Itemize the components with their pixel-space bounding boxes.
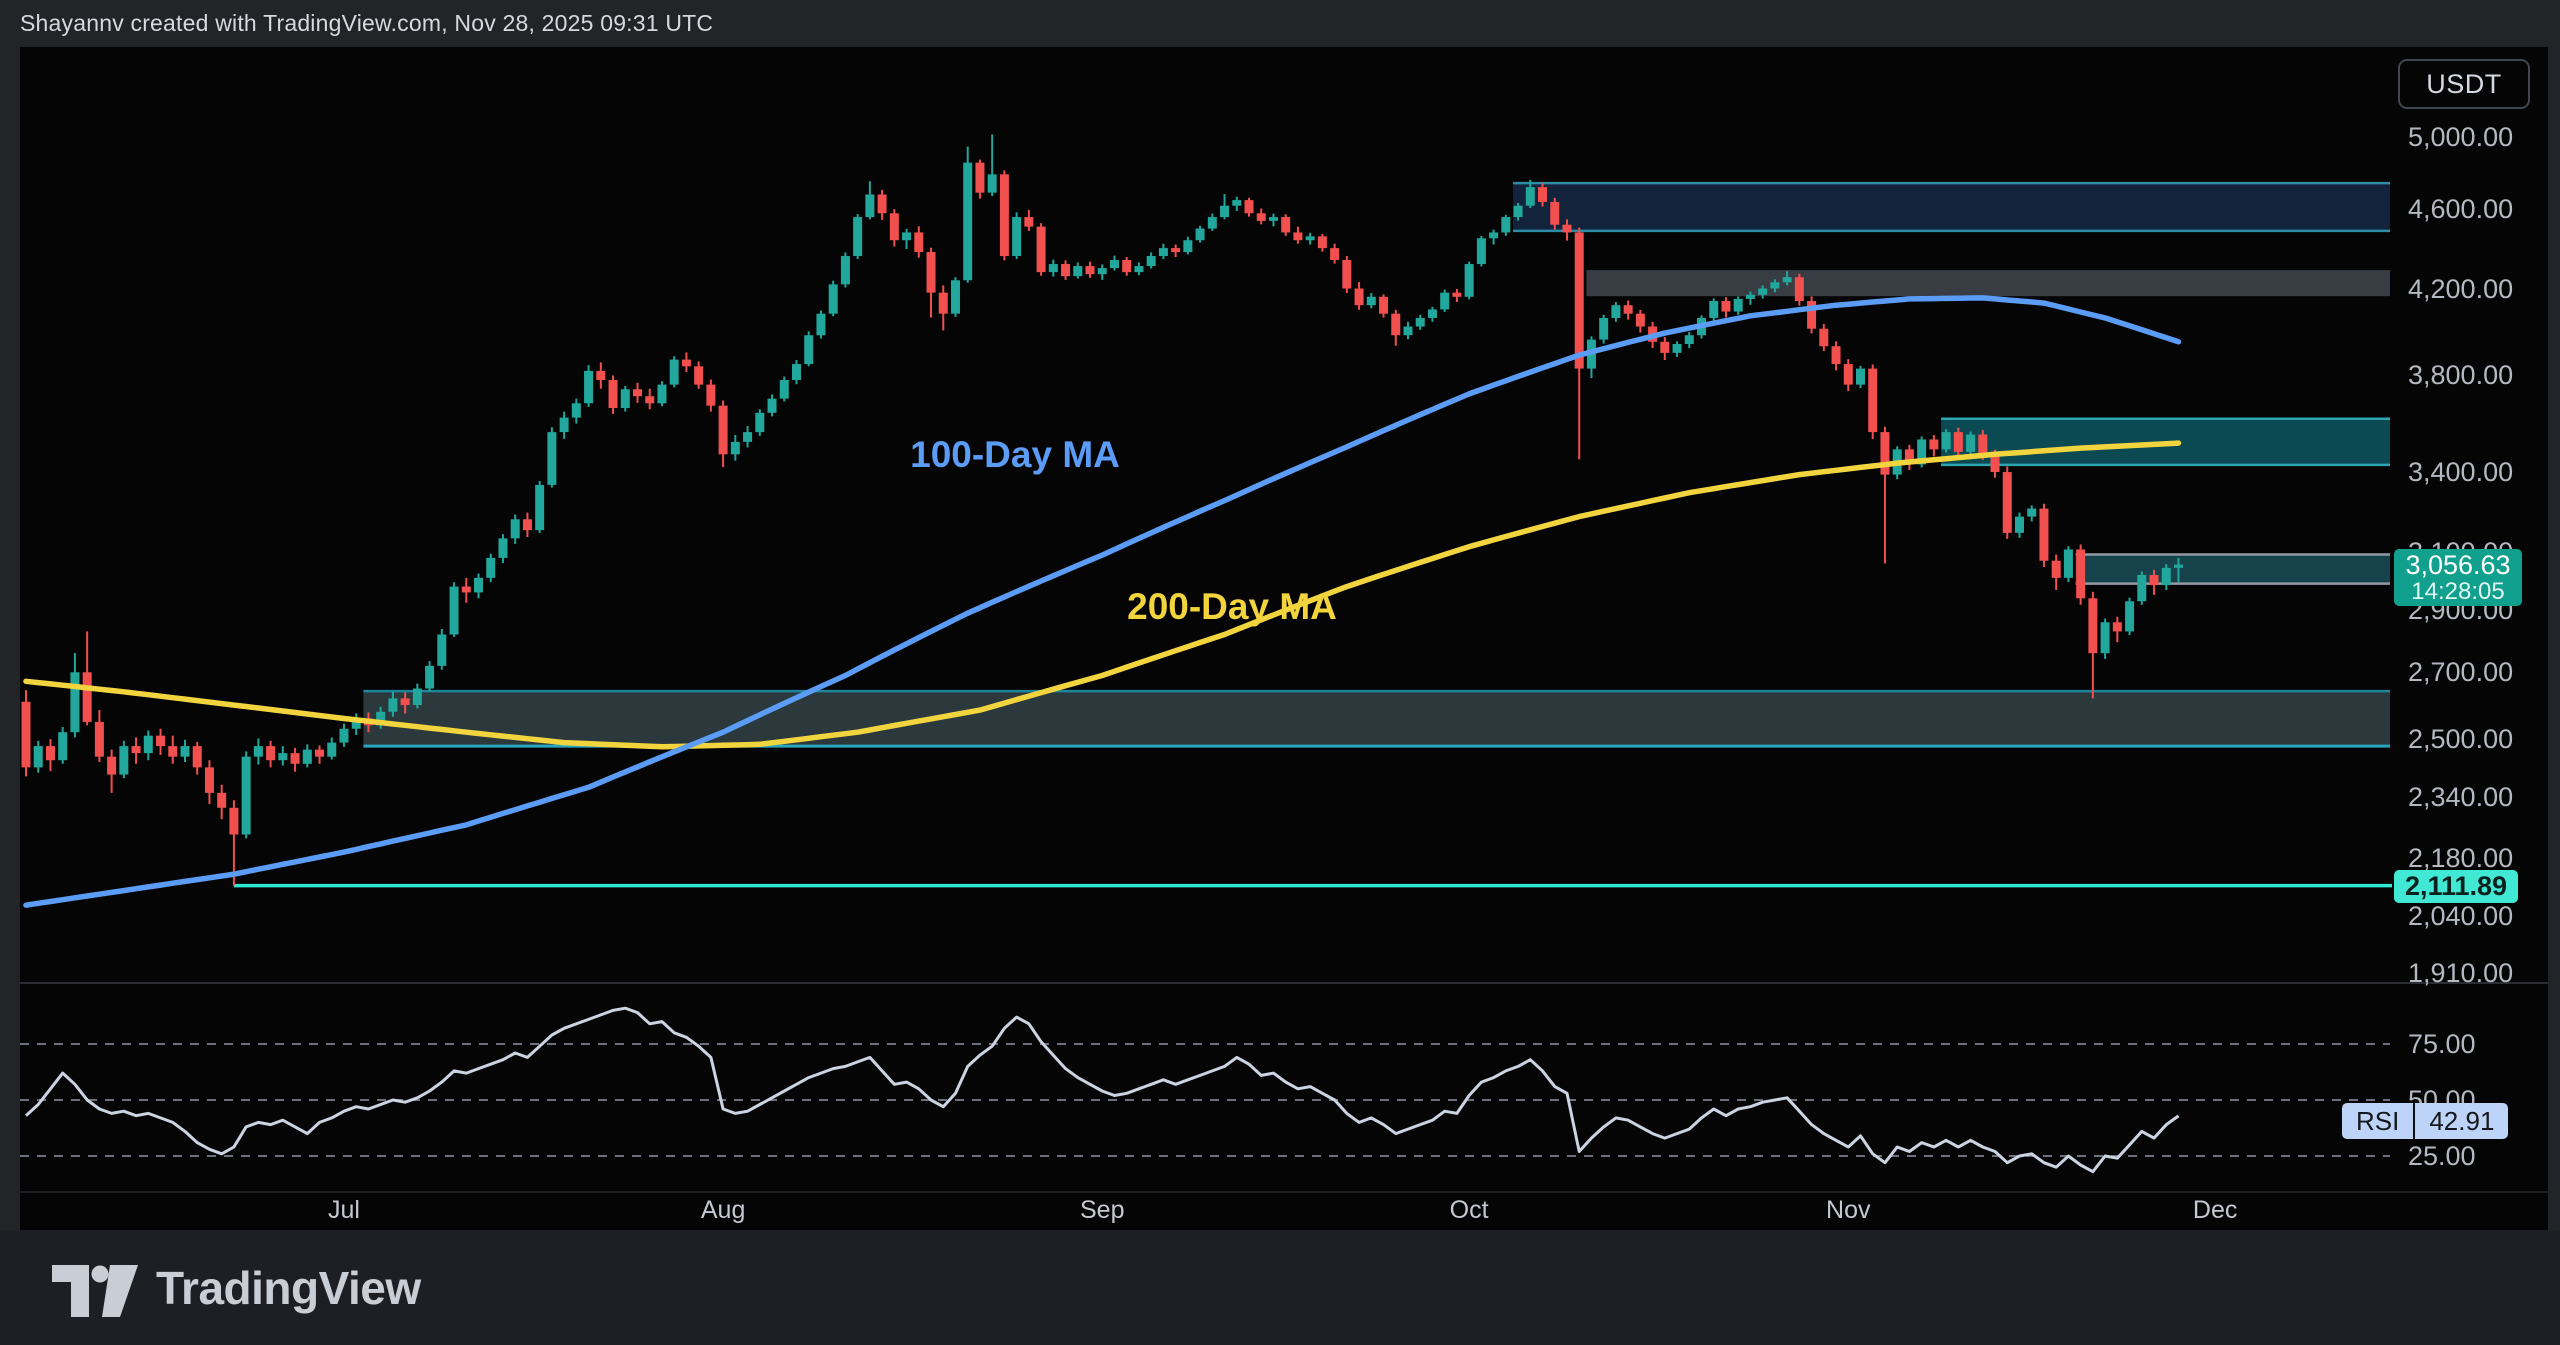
tradingview-logo-icon (52, 1264, 138, 1317)
price-axis-label: 4,200.00 (2408, 273, 2514, 304)
right-margin (2548, 47, 2560, 1230)
price-axis-label: 2,700.00 (2408, 657, 2514, 688)
candle-countdown: 14:28:05 (2411, 578, 2505, 606)
ma100-annotation-label: 100-Day MA (910, 434, 1120, 475)
time-axis-label-jul: Jul (327, 1196, 360, 1224)
last-price-badge: 3,056.63 14:28:05 (2394, 549, 2522, 606)
rsi-axis-label: 75.00 (2408, 1029, 2476, 1059)
last-price-value: 3,056.63 (2405, 549, 2511, 580)
time-axis-label-aug: Aug (700, 1196, 746, 1224)
price-axis-label: 2,500.00 (2408, 724, 2514, 755)
time-axis-label-sep: Sep (1079, 1196, 1125, 1224)
time-axis-label-dec: Dec (2192, 1196, 2238, 1224)
price-axis-label: 2,040.00 (2408, 900, 2514, 931)
rsi-badge-divider (2413, 1103, 2416, 1139)
attribution-bar: Shayannv created with TradingView.com, N… (0, 0, 2560, 47)
footer-bar: TradingView (0, 1230, 2560, 1345)
price-axis-label: 4,600.00 (2408, 194, 2514, 225)
tradingview-logo[interactable]: TradingView (52, 1255, 421, 1321)
ma200-annotation-label: 200-Day MA (1127, 586, 1337, 627)
price-axis-label: 3,800.00 (2408, 360, 2514, 391)
price-axis-label: 1,910.00 (2408, 957, 2514, 988)
left-margin (0, 47, 20, 1230)
price-axis-label: 3,400.00 (2408, 457, 2514, 488)
time-axis-label-nov: Nov (1826, 1196, 1871, 1224)
price-axis-label: 2,180.00 (2408, 843, 2514, 874)
support-level-badge: 2,111.89 (2394, 870, 2518, 903)
time-axis-label-oct: Oct (1449, 1196, 1489, 1224)
rsi-value: 42.91 (2429, 1105, 2495, 1136)
rsi-value-badge: RSI 42.91 (2342, 1103, 2509, 1139)
tradingview-logo-text: TradingView (156, 1261, 421, 1314)
currency-toggle-button[interactable]: USDT (2398, 59, 2530, 109)
price-chart-canvas[interactable] (0, 47, 2560, 1230)
price-axis-label: 2,340.00 (2408, 781, 2514, 812)
price-axis-label: 5,000.00 (2408, 122, 2514, 153)
attribution-text: Shayannv created with TradingView.com, N… (20, 10, 714, 36)
rsi-label: RSI (2356, 1105, 2400, 1136)
rsi-axis-label: 25.00 (2408, 1141, 2476, 1171)
